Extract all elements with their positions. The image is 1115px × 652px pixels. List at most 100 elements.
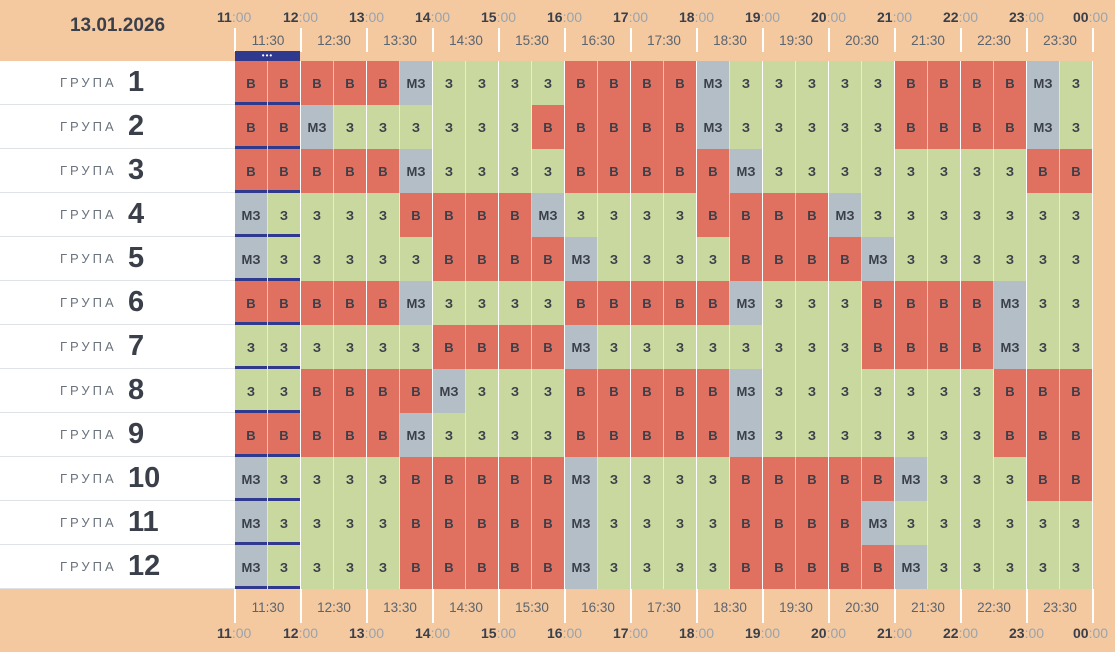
schedule-cell[interactable]: В xyxy=(268,105,301,149)
schedule-cell[interactable]: З xyxy=(862,193,895,237)
schedule-cell[interactable]: З xyxy=(1060,193,1093,237)
schedule-cell[interactable]: З xyxy=(928,413,961,457)
schedule-cell[interactable]: В xyxy=(895,325,928,369)
schedule-cell[interactable]: З xyxy=(928,545,961,589)
schedule-cell[interactable]: З xyxy=(499,105,532,149)
schedule-cell[interactable]: МЗ xyxy=(400,61,433,105)
schedule-cell[interactable]: В xyxy=(499,457,532,501)
schedule-cell[interactable]: З xyxy=(565,193,598,237)
schedule-cell[interactable]: З xyxy=(664,325,697,369)
group-label-3[interactable]: ГРУПА 3 xyxy=(0,149,235,193)
schedule-cell[interactable]: З xyxy=(235,325,268,369)
schedule-cell[interactable]: МЗ xyxy=(235,193,268,237)
schedule-cell[interactable]: В xyxy=(433,193,466,237)
schedule-cell[interactable]: В xyxy=(400,545,433,589)
schedule-cell[interactable]: З xyxy=(763,369,796,413)
schedule-cell[interactable]: З xyxy=(235,369,268,413)
schedule-cell[interactable]: З xyxy=(499,61,532,105)
schedule-cell[interactable]: В xyxy=(499,545,532,589)
schedule-cell[interactable]: В xyxy=(829,457,862,501)
schedule-cell[interactable]: В xyxy=(532,237,565,281)
schedule-cell[interactable]: В xyxy=(301,149,334,193)
schedule-cell[interactable]: З xyxy=(400,325,433,369)
schedule-cell[interactable]: В xyxy=(796,501,829,545)
schedule-cell[interactable]: З xyxy=(1060,281,1093,325)
schedule-cell[interactable]: З xyxy=(928,237,961,281)
schedule-cell[interactable]: З xyxy=(466,105,499,149)
schedule-cell[interactable]: В xyxy=(433,501,466,545)
schedule-cell[interactable]: В xyxy=(730,457,763,501)
schedule-cell[interactable]: В xyxy=(400,457,433,501)
schedule-cell[interactable]: МЗ xyxy=(532,193,565,237)
schedule-cell[interactable]: З xyxy=(400,105,433,149)
schedule-cell[interactable]: З xyxy=(499,369,532,413)
schedule-cell[interactable]: З xyxy=(895,237,928,281)
schedule-cell[interactable]: З xyxy=(301,325,334,369)
schedule-cell[interactable]: В xyxy=(928,105,961,149)
schedule-cell[interactable]: З xyxy=(598,237,631,281)
schedule-cell[interactable]: З xyxy=(631,457,664,501)
schedule-cell[interactable]: В xyxy=(1027,413,1060,457)
schedule-cell[interactable]: З xyxy=(400,237,433,281)
schedule-cell[interactable]: МЗ xyxy=(862,237,895,281)
schedule-cell[interactable]: В xyxy=(367,149,400,193)
schedule-cell[interactable]: В xyxy=(334,61,367,105)
schedule-cell[interactable]: З xyxy=(763,61,796,105)
schedule-cell[interactable]: З xyxy=(796,325,829,369)
schedule-cell[interactable]: З xyxy=(334,501,367,545)
schedule-cell[interactable]: З xyxy=(301,193,334,237)
schedule-cell[interactable]: В xyxy=(631,281,664,325)
schedule-cell[interactable]: З xyxy=(598,501,631,545)
schedule-cell[interactable]: В xyxy=(730,237,763,281)
schedule-cell[interactable]: З xyxy=(862,61,895,105)
schedule-cell[interactable]: З xyxy=(994,193,1027,237)
schedule-cell[interactable]: В xyxy=(499,501,532,545)
schedule-cell[interactable]: З xyxy=(796,149,829,193)
schedule-cell[interactable]: МЗ xyxy=(301,105,334,149)
schedule-cell[interactable]: З xyxy=(961,149,994,193)
schedule-cell[interactable]: В xyxy=(664,369,697,413)
schedule-cell[interactable]: З xyxy=(664,237,697,281)
schedule-cell[interactable]: В xyxy=(268,413,301,457)
schedule-cell[interactable]: МЗ xyxy=(565,325,598,369)
schedule-cell[interactable]: З xyxy=(367,501,400,545)
schedule-cell[interactable]: З xyxy=(433,149,466,193)
schedule-cell[interactable]: З xyxy=(928,149,961,193)
schedule-cell[interactable]: В xyxy=(730,193,763,237)
schedule-cell[interactable]: З xyxy=(367,545,400,589)
schedule-cell[interactable]: З xyxy=(499,149,532,193)
schedule-cell[interactable]: В xyxy=(301,281,334,325)
schedule-cell[interactable]: З xyxy=(1027,545,1060,589)
schedule-cell[interactable]: В xyxy=(499,237,532,281)
schedule-cell[interactable]: В xyxy=(1060,149,1093,193)
schedule-cell[interactable]: В xyxy=(433,545,466,589)
schedule-cell[interactable]: З xyxy=(829,149,862,193)
schedule-cell[interactable]: З xyxy=(895,369,928,413)
schedule-cell[interactable]: В xyxy=(796,193,829,237)
schedule-cell[interactable]: В xyxy=(268,61,301,105)
schedule-cell[interactable]: З xyxy=(367,105,400,149)
schedule-cell[interactable]: З xyxy=(499,281,532,325)
schedule-cell[interactable]: В xyxy=(268,281,301,325)
schedule-cell[interactable]: В xyxy=(829,237,862,281)
schedule-cell[interactable]: З xyxy=(301,545,334,589)
schedule-cell[interactable]: З xyxy=(829,413,862,457)
schedule-cell[interactable]: З xyxy=(334,325,367,369)
schedule-cell[interactable]: З xyxy=(961,457,994,501)
schedule-cell[interactable]: В xyxy=(598,149,631,193)
schedule-cell[interactable]: З xyxy=(994,501,1027,545)
schedule-cell[interactable]: З xyxy=(763,413,796,457)
schedule-cell[interactable]: З xyxy=(433,61,466,105)
schedule-cell[interactable]: З xyxy=(466,369,499,413)
schedule-cell[interactable]: В xyxy=(235,61,268,105)
schedule-cell[interactable]: З xyxy=(994,457,1027,501)
schedule-cell[interactable]: З xyxy=(268,325,301,369)
schedule-cell[interactable]: З xyxy=(730,325,763,369)
schedule-cell[interactable]: МЗ xyxy=(565,237,598,281)
schedule-cell[interactable]: В xyxy=(466,325,499,369)
schedule-cell[interactable]: В xyxy=(367,413,400,457)
schedule-cell[interactable]: В xyxy=(532,105,565,149)
schedule-cell[interactable]: З xyxy=(664,193,697,237)
schedule-cell[interactable]: МЗ xyxy=(235,501,268,545)
schedule-cell[interactable]: В xyxy=(961,61,994,105)
